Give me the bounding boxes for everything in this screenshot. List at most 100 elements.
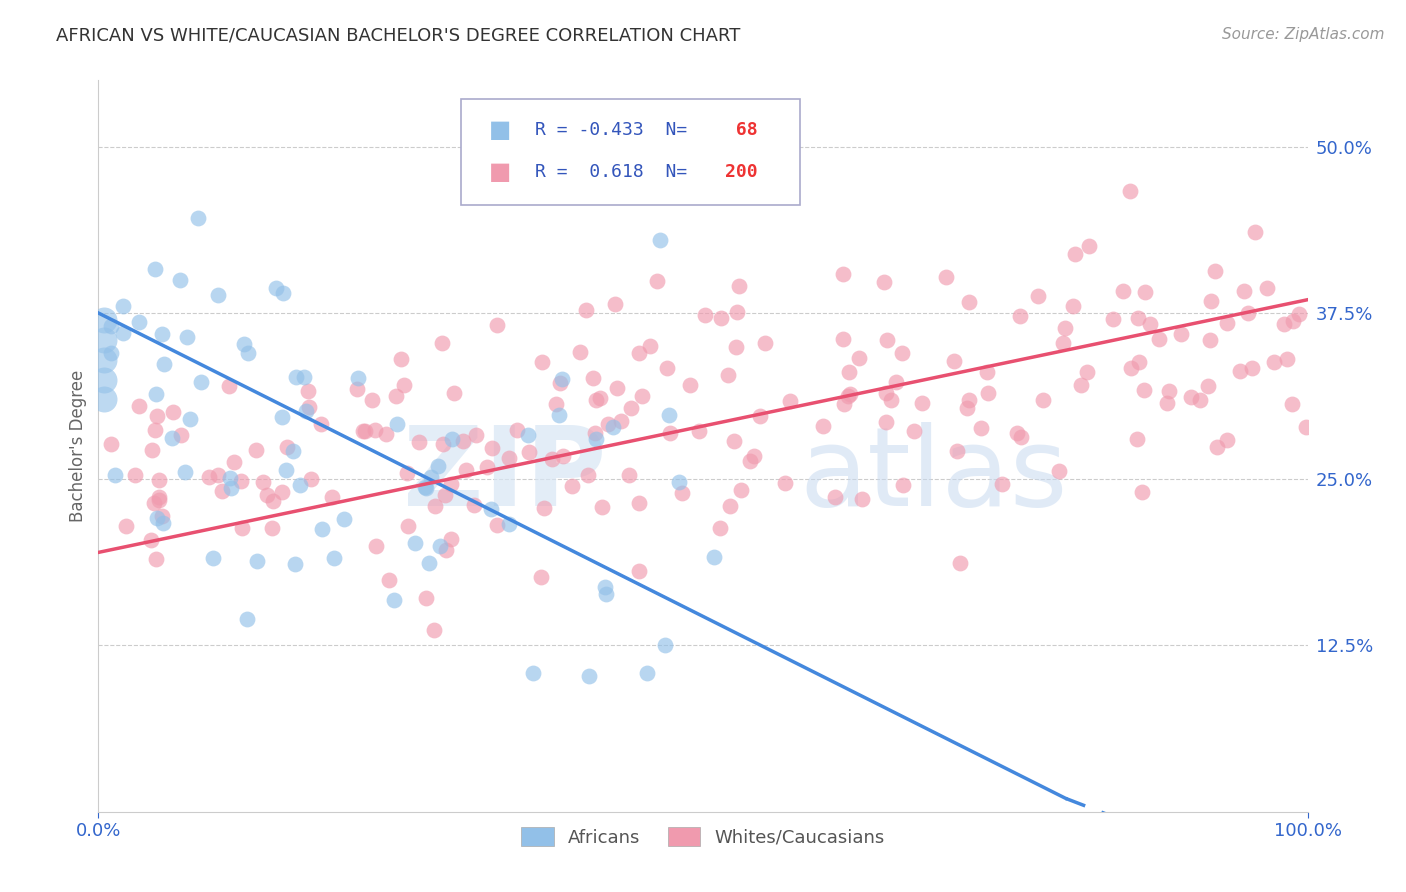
Point bbox=[957, 294, 980, 309]
Point bbox=[1026, 288, 1049, 302]
Point bbox=[396, 519, 419, 533]
Point bbox=[1139, 317, 1161, 331]
Point bbox=[875, 415, 897, 429]
Point bbox=[392, 377, 415, 392]
Point bbox=[418, 557, 440, 571]
Point bbox=[169, 273, 191, 287]
Point bbox=[252, 475, 274, 490]
Point bbox=[1263, 355, 1285, 369]
Point bbox=[718, 500, 741, 514]
Point bbox=[595, 587, 617, 601]
Point bbox=[710, 311, 733, 326]
Point bbox=[124, 467, 146, 482]
Point bbox=[152, 509, 174, 524]
Point bbox=[385, 417, 408, 431]
Point bbox=[946, 443, 969, 458]
Point bbox=[211, 483, 233, 498]
Point bbox=[742, 449, 765, 463]
Point bbox=[141, 443, 163, 458]
Point bbox=[236, 612, 259, 626]
Point bbox=[585, 432, 607, 446]
Text: R = -0.433  N=: R = -0.433 N= bbox=[534, 121, 697, 139]
Point bbox=[1216, 316, 1239, 330]
Point bbox=[547, 408, 569, 422]
Point bbox=[145, 511, 167, 525]
Y-axis label: Bachelor's Degree: Bachelor's Degree bbox=[69, 370, 87, 522]
Text: atlas: atlas bbox=[800, 422, 1069, 529]
Point bbox=[544, 396, 567, 410]
Point bbox=[837, 389, 859, 403]
Point bbox=[1199, 294, 1222, 309]
Point bbox=[170, 428, 193, 442]
Point bbox=[872, 275, 894, 289]
Point bbox=[93, 372, 115, 386]
Point bbox=[292, 370, 315, 384]
Point bbox=[451, 434, 474, 449]
Point bbox=[160, 431, 183, 445]
Point bbox=[176, 330, 198, 344]
Point bbox=[219, 481, 242, 495]
Point bbox=[569, 344, 592, 359]
Point bbox=[1128, 355, 1150, 369]
Point bbox=[432, 436, 454, 450]
Point bbox=[179, 412, 201, 426]
Point bbox=[1102, 311, 1125, 326]
Point bbox=[1198, 333, 1220, 347]
Point bbox=[1281, 397, 1303, 411]
Point bbox=[648, 233, 671, 247]
Point bbox=[1119, 184, 1142, 198]
Point bbox=[1197, 379, 1219, 393]
Point bbox=[530, 355, 553, 369]
Point bbox=[1256, 281, 1278, 295]
Point bbox=[631, 388, 654, 402]
Point bbox=[1135, 285, 1157, 300]
Legend: Africans, Whites/Caucasians: Africans, Whites/Caucasians bbox=[515, 820, 891, 854]
Point bbox=[333, 512, 356, 526]
Point bbox=[723, 434, 745, 449]
Point bbox=[323, 550, 346, 565]
Point bbox=[1241, 361, 1264, 376]
Point bbox=[128, 315, 150, 329]
Point bbox=[231, 521, 253, 535]
Point bbox=[498, 450, 520, 465]
Point bbox=[884, 375, 907, 389]
Point bbox=[1062, 299, 1084, 313]
Point bbox=[775, 475, 797, 490]
Point bbox=[360, 392, 382, 407]
Point bbox=[284, 558, 307, 572]
Point bbox=[264, 281, 287, 295]
Point bbox=[246, 554, 269, 568]
Point bbox=[415, 591, 437, 606]
Point bbox=[589, 391, 612, 405]
Point bbox=[1229, 364, 1251, 378]
Point bbox=[256, 488, 278, 502]
Point bbox=[645, 274, 668, 288]
Point bbox=[229, 474, 252, 488]
Point bbox=[162, 405, 184, 419]
Point bbox=[1126, 432, 1149, 446]
Point bbox=[115, 519, 138, 533]
Point bbox=[627, 346, 650, 360]
Point bbox=[596, 417, 619, 431]
Point bbox=[575, 303, 598, 318]
Point bbox=[1133, 383, 1156, 397]
Point bbox=[1077, 239, 1099, 253]
Point bbox=[1244, 225, 1267, 239]
Point bbox=[145, 552, 167, 566]
Point bbox=[903, 424, 925, 438]
Point bbox=[366, 539, 388, 553]
Point bbox=[576, 468, 599, 483]
Point bbox=[425, 500, 447, 514]
Point bbox=[658, 408, 681, 422]
Text: 68: 68 bbox=[724, 121, 758, 139]
Point bbox=[288, 478, 311, 492]
Point bbox=[725, 340, 748, 354]
Point bbox=[173, 466, 195, 480]
Point bbox=[427, 459, 450, 474]
Point bbox=[498, 516, 520, 531]
Point bbox=[1076, 365, 1098, 379]
Point bbox=[440, 477, 463, 491]
Point bbox=[688, 424, 710, 438]
Point bbox=[100, 319, 122, 334]
Point bbox=[541, 452, 564, 467]
